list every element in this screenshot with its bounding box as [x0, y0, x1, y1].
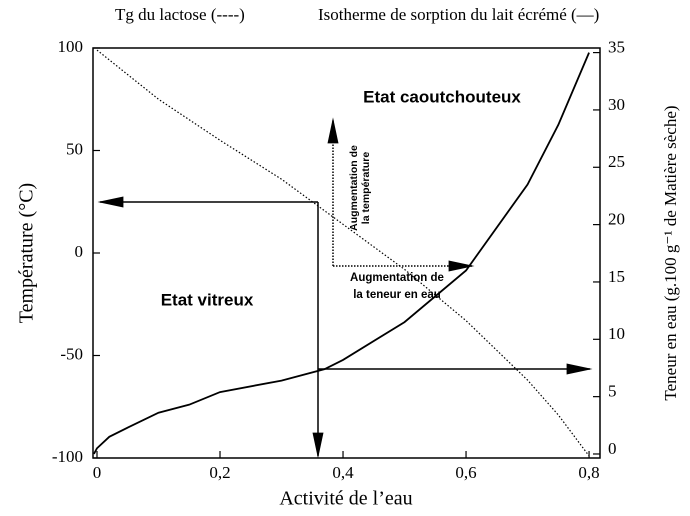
y2-tick-label: 0: [608, 439, 617, 458]
x-tick-label: 0,6: [455, 463, 476, 482]
y2-tick-label: 30: [608, 95, 625, 114]
x-tick-label: 0,8: [578, 463, 599, 482]
annotation: la teneur en eau: [353, 289, 441, 301]
y2-tick-label: 35: [608, 37, 625, 56]
y-tick-label: 100: [58, 37, 84, 56]
annotation: Etat caoutchouteux: [363, 87, 521, 106]
annotation: la température: [360, 152, 372, 225]
y-tick-label: 50: [66, 139, 83, 158]
series-line: [93, 52, 590, 455]
y2-tick-label: 25: [608, 152, 625, 171]
annotation: Etat vitreux: [161, 290, 254, 309]
y-tick-label: -100: [52, 447, 83, 466]
y-tick-label: -50: [60, 344, 83, 363]
y2-tick-label: 15: [608, 267, 625, 286]
y2-tick-label: 10: [608, 324, 625, 343]
y-axis-label: Température (°C): [16, 183, 38, 323]
legend-entry: Isotherme de sorption du lait écrémé (—): [318, 5, 599, 24]
plot-frame: [92, 47, 601, 459]
series-line: [96, 49, 590, 457]
x-tick-label: 0: [93, 463, 102, 482]
y-tick-label: 0: [75, 242, 84, 261]
legend-entry: Tg du lactose (----): [115, 5, 245, 24]
y2-tick-label: 5: [608, 382, 617, 401]
x-tick-label: 0,4: [332, 463, 354, 482]
annotation: Augmentation de: [350, 272, 444, 284]
y2-axis-label: Teneur en eau (g.100 g⁻¹ de Matière sèch…: [661, 105, 680, 400]
y2-tick-label: 20: [608, 210, 625, 229]
x-axis-label: Activité de l’eau: [279, 488, 412, 510]
annotation: Augmentation de: [348, 145, 360, 231]
x-tick-label: 0,2: [209, 463, 230, 482]
